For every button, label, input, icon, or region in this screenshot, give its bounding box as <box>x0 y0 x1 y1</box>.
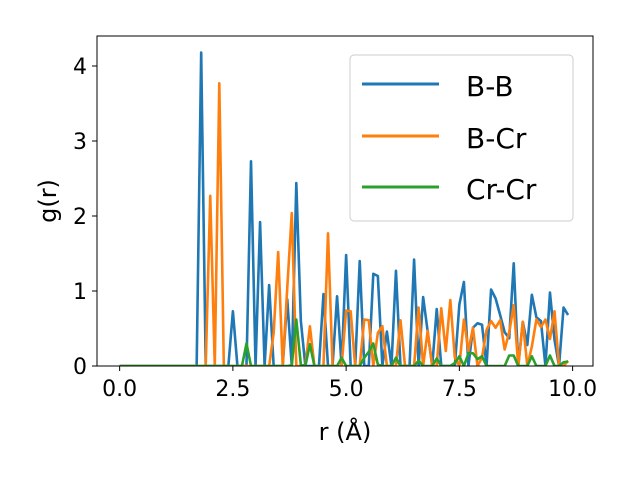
y-tick-label: 0 <box>73 355 87 380</box>
series-line-cr-cr <box>119 318 569 366</box>
y-tick-label: 2 <box>73 205 87 230</box>
legend: B-B B-Cr Cr-Cr <box>349 54 574 222</box>
legend-label-cr-cr: Cr-Cr <box>466 173 537 206</box>
y-axis-label: g(r) <box>34 179 62 223</box>
x-tick-label: 2.5 <box>215 377 250 402</box>
legend-label-b-cr: B-Cr <box>466 122 527 155</box>
series-line-b-b <box>119 51 570 366</box>
y-tick-label: 1 <box>73 280 87 305</box>
series-line-b-cr <box>119 81 570 366</box>
x-tick-label: 10.0 <box>548 377 597 402</box>
y-tick-label: 4 <box>73 55 87 80</box>
x-tick-label: 0.0 <box>102 377 137 402</box>
x-axis-label: r (Å) <box>319 417 372 446</box>
legend-label-b-b: B-B <box>466 70 514 103</box>
x-tick-label: 5.0 <box>329 377 364 402</box>
y-tick-label: 3 <box>73 130 87 155</box>
x-tick-label: 7.5 <box>442 377 477 402</box>
legend-box <box>349 54 574 222</box>
plot-frame <box>96 35 594 367</box>
